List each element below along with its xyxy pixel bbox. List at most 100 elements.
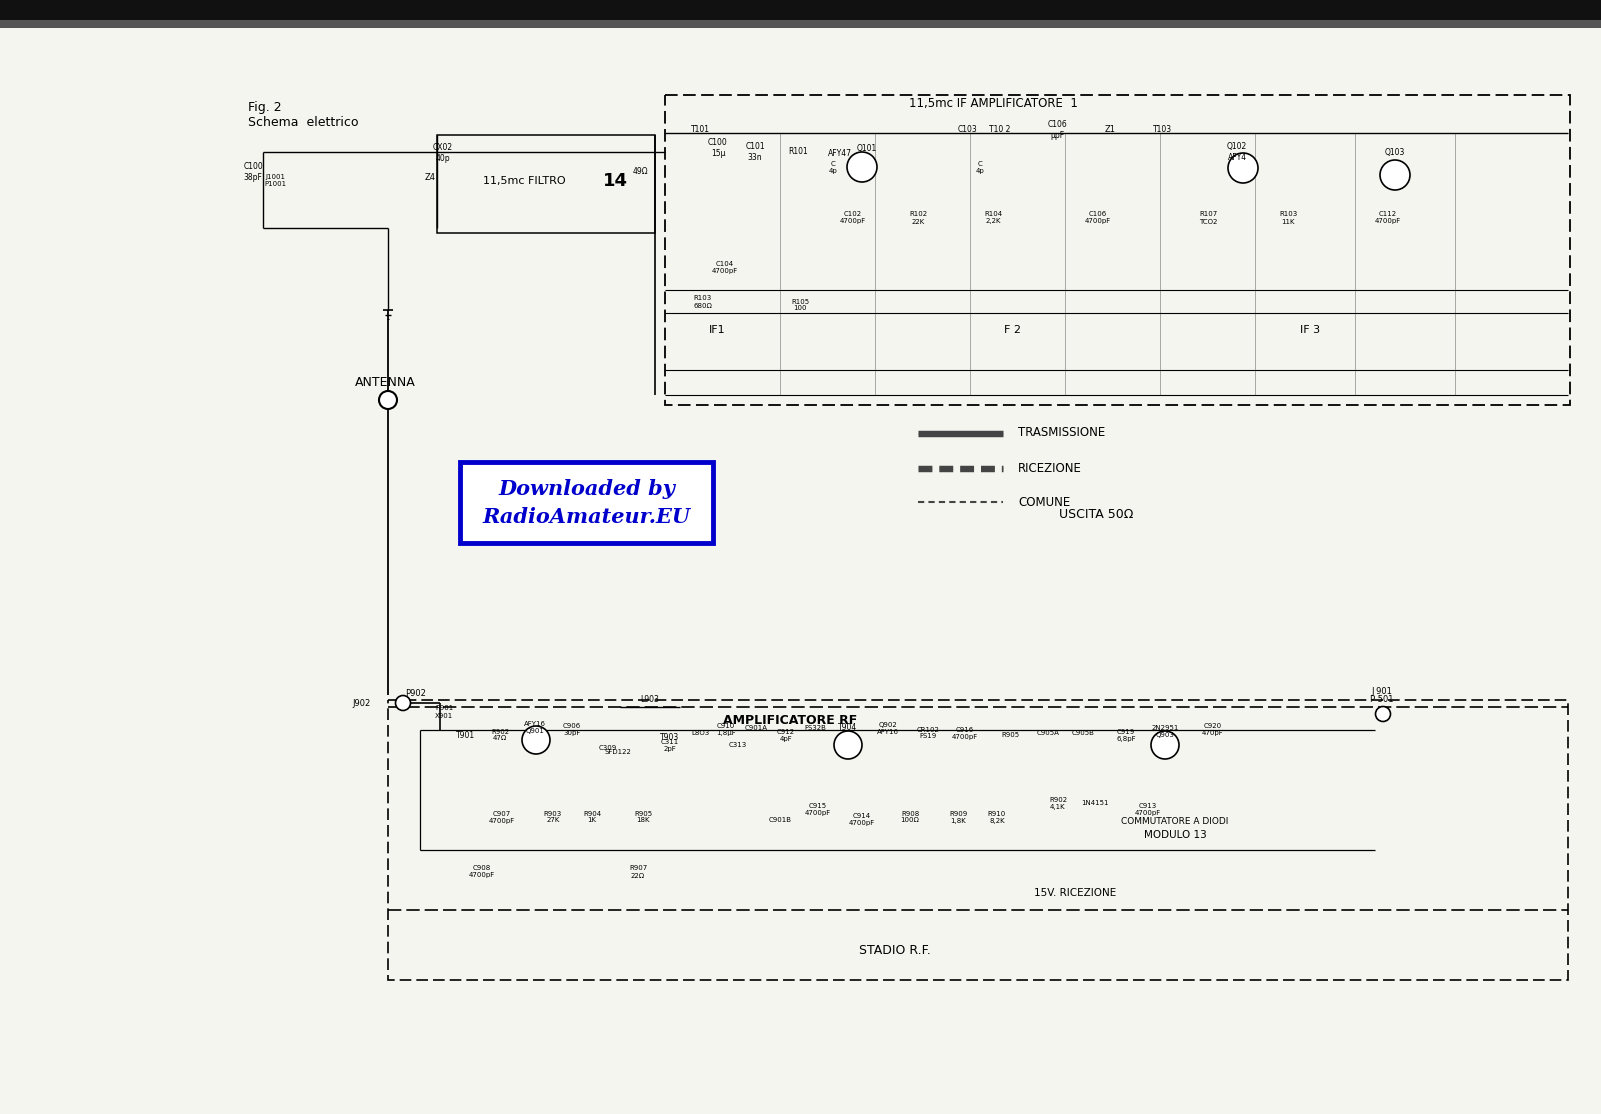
Text: R101: R101 [788,147,809,156]
Text: C910
1,8µF: C910 1,8µF [716,723,736,736]
Circle shape [847,152,877,182]
Text: CR102
FS19: CR102 FS19 [916,726,940,740]
Text: R907
22Ω: R907 22Ω [629,866,647,879]
Text: C913
4700pF: C913 4700pF [1135,803,1161,817]
Text: AFY16
Q901: AFY16 Q901 [524,722,546,734]
Text: COMMUTATORE A DIODI: COMMUTATORE A DIODI [1121,818,1228,827]
Text: AMPLIFICATORE RF: AMPLIFICATORE RF [724,713,857,726]
Text: T901: T901 [456,731,475,740]
Text: COMUNE: COMUNE [1018,496,1069,508]
Bar [664,95,1571,405]
Text: R104
2,2K: R104 2,2K [985,212,1002,225]
Text: C905B: C905B [1071,730,1095,736]
Text: C912
4pF: C912 4pF [776,729,796,742]
Text: C906
30pF: C906 30pF [564,723,581,736]
Text: T904: T904 [839,723,858,733]
Circle shape [1151,731,1178,759]
Text: IF1: IF1 [709,325,725,335]
Text: R909
1,8K: R909 1,8K [949,811,967,823]
Text: R903
27K: R903 27K [544,811,562,823]
Text: C106
µpF: C106 µpF [1047,120,1066,139]
Circle shape [1228,153,1258,183]
Text: R105
100: R105 100 [791,299,809,312]
Text: STADIO R.F.: STADIO R.F. [860,944,930,957]
Text: Z4: Z4 [424,174,435,183]
Text: R910
8,2K: R910 8,2K [988,811,1005,823]
Text: Downloaded by: Downloaded by [498,479,676,499]
Text: Schema  elettrico: Schema elettrico [248,116,359,128]
Text: R102
22K: R102 22K [909,212,927,225]
Circle shape [379,391,397,409]
Text: SFD122: SFD122 [605,749,631,755]
Text: P902: P902 [405,688,426,697]
Bar [0,0,1601,28]
Bar [461,462,712,543]
Text: Q902
AFY16: Q902 AFY16 [877,722,900,734]
Text: IF 3: IF 3 [1300,325,1321,335]
Text: C309: C309 [599,745,616,751]
Text: J1001
P1001: J1001 P1001 [264,175,287,187]
Text: R908
100Ω: R908 100Ω [900,811,919,823]
Circle shape [1380,160,1410,190]
Circle shape [522,726,551,754]
Text: Fig. 2: Fig. 2 [248,101,282,115]
Text: R904
1K: R904 1K [583,811,600,823]
Bar [0,20,1601,35]
Text: MODULO 13: MODULO 13 [1143,830,1207,840]
Text: C916
4700pF: C916 4700pF [953,726,978,740]
Text: 2N2951
Q903: 2N2951 Q903 [1151,725,1178,739]
Text: J902: J902 [352,698,370,707]
Bar [387,700,1567,980]
Text: FS32B: FS32B [804,725,826,731]
Text: 49Ω: 49Ω [632,166,648,176]
Text: T10 2: T10 2 [989,126,1010,135]
Text: L903: L903 [640,695,660,704]
Text: RadioAmateur.EU: RadioAmateur.EU [484,507,690,527]
Text: R902
4,1K: R902 4,1K [1049,797,1066,810]
Text: C901B: C901B [768,817,791,823]
Text: CX02
40p: CX02 40p [432,144,453,163]
Text: C311
2pF: C311 2pF [661,739,679,752]
Text: C103: C103 [957,126,978,135]
Text: C101
33n: C101 33n [744,143,765,162]
Text: C915
4700pF: C915 4700pF [805,803,831,817]
Text: C102
4700pF: C102 4700pF [841,212,866,225]
Text: L8O3: L8O3 [692,730,709,736]
Text: ANTENNA: ANTENNA [355,377,415,390]
Text: T101: T101 [690,126,709,135]
Text: R107
TCO2: R107 TCO2 [1199,212,1217,225]
Text: Q103: Q103 [1385,147,1406,156]
Circle shape [395,695,410,711]
Text: C100
38pF: C100 38pF [243,163,263,182]
Text: C104
4700pF: C104 4700pF [712,262,738,274]
Text: R901
X901: R901 X901 [435,705,453,719]
Text: R103
11K: R103 11K [1279,212,1297,225]
Text: C
4p: C 4p [829,162,837,175]
Text: C919
6,8pF: C919 6,8pF [1116,729,1135,742]
Text: C914
4700pF: C914 4700pF [849,813,876,827]
Text: C920
470pF: C920 470pF [1202,723,1223,736]
Text: J 901: J 901 [1372,686,1393,695]
Text: C908
4700pF: C908 4700pF [469,866,495,879]
Text: 14: 14 [602,172,628,190]
Text: Q101: Q101 [857,144,877,153]
Text: C100
15µ: C100 15µ [708,138,728,158]
Text: RICEZIONE: RICEZIONE [1018,461,1082,475]
Text: C112
4700pF: C112 4700pF [1375,212,1401,225]
Text: F 2: F 2 [1004,325,1020,335]
Text: C
4p: C 4p [975,160,985,174]
Text: 1N4151: 1N4151 [1081,800,1109,807]
Text: TRASMISSIONE: TRASMISSIONE [1018,427,1105,440]
Bar [437,135,655,233]
Text: USCITA 50Ω: USCITA 50Ω [1058,508,1134,520]
Text: T103: T103 [1153,126,1172,135]
Text: C905A: C905A [1036,730,1060,736]
Text: AFY47: AFY47 [828,148,852,157]
Text: 11,5mc FILTRO: 11,5mc FILTRO [482,176,565,186]
Text: C901A: C901A [744,725,767,731]
Text: R103
680Ω: R103 680Ω [693,295,712,309]
Text: 11,5mc IF AMPLIFICATORE  1: 11,5mc IF AMPLIFICATORE 1 [908,97,1077,109]
Text: P 501: P 501 [1370,695,1394,704]
Circle shape [1375,706,1391,722]
Text: 15V. RICEZIONE: 15V. RICEZIONE [1034,888,1116,898]
